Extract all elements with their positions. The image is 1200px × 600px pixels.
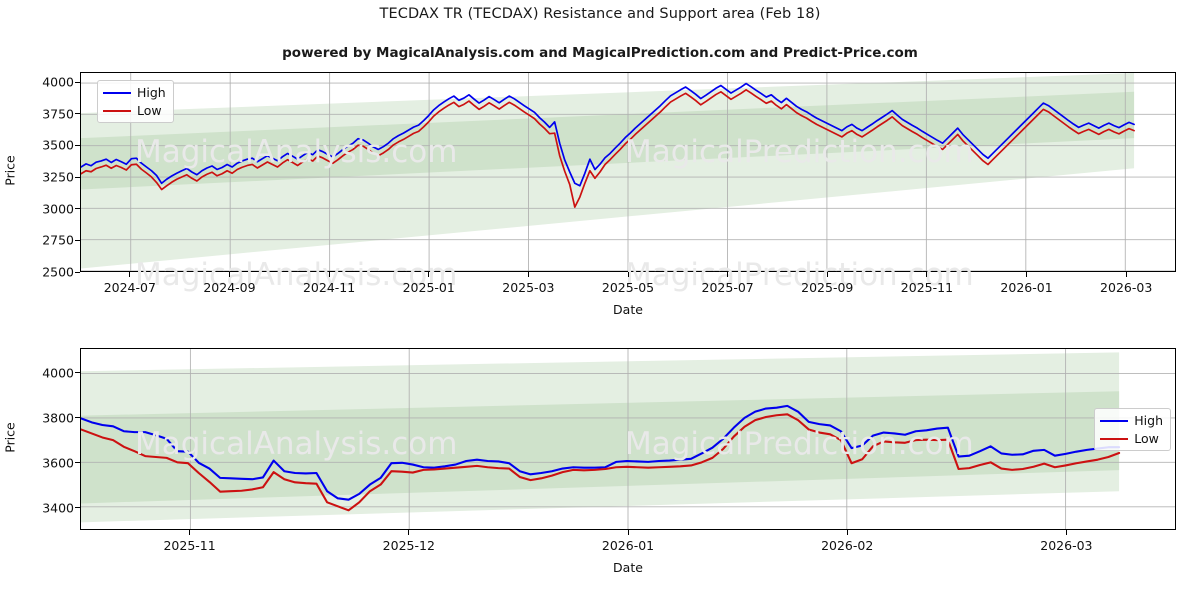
- y-tick-mark: [75, 81, 80, 83]
- x-tick-label: 2026-01: [601, 538, 655, 553]
- x-tick-label: 2026-03: [1100, 280, 1153, 295]
- y-tick: 3750: [6, 106, 74, 129]
- legend-label-low: Low: [137, 103, 162, 118]
- legend-swatch-low: [103, 109, 131, 112]
- x-tick-mark: [1125, 272, 1127, 277]
- zoom-plot-svg: [81, 349, 1175, 529]
- x-tick-label: 2025-03: [502, 280, 555, 295]
- x-tick-mark: [1026, 272, 1028, 277]
- x-tick-mark: [189, 530, 191, 535]
- zoom-plot-frame: [80, 348, 1176, 530]
- overview-x-axis-label: Date: [613, 302, 643, 317]
- zoom-x-axis-label: Date: [613, 560, 643, 575]
- page-subtitle: powered by MagicalAnalysis.com and Magic…: [282, 45, 918, 61]
- x-tick-label: 2025-09: [801, 280, 854, 295]
- legend-swatch-high: [103, 91, 131, 94]
- y-tick: 2750: [6, 233, 74, 255]
- overview-plot-frame: [80, 72, 1176, 272]
- y-tick: 4000: [6, 365, 74, 388]
- y-tick-label: 2500: [42, 264, 74, 280]
- y-tick-label: 3800: [42, 410, 74, 426]
- y-tick: 2500: [6, 265, 74, 287]
- y-tick-mark: [75, 208, 80, 210]
- x-tick-mark: [826, 272, 828, 277]
- x-tick-mark: [527, 272, 529, 277]
- x-tick-label: 2026-03: [1040, 538, 1093, 553]
- y-tick-label: 3750: [42, 106, 74, 122]
- x-tick-mark: [428, 272, 430, 277]
- y-tick-label: 3500: [42, 137, 74, 153]
- x-tick-label: 2026-02: [821, 538, 874, 553]
- y-tick-label: 3400: [42, 500, 74, 516]
- y-tick-mark: [75, 239, 80, 241]
- legend-entry-high: High: [1100, 413, 1163, 428]
- page-title: TECDAX TR (TECDAX) Resistance and Suppor…: [379, 6, 821, 22]
- y-tick-mark: [75, 271, 80, 273]
- y-tick-mark: [75, 507, 80, 509]
- x-tick-label: 2024-07: [103, 280, 156, 295]
- y-tick: 3000: [6, 201, 74, 224]
- y-tick: 3250: [6, 170, 74, 192]
- x-tick-mark: [727, 272, 729, 277]
- y-tick-mark: [75, 372, 80, 374]
- legend-entry-low: Low: [1100, 431, 1163, 446]
- y-tick: 3400: [6, 500, 74, 523]
- x-tick-label: 2025-11: [900, 280, 954, 295]
- x-tick-mark: [129, 272, 131, 277]
- x-tick-label: 2026-01: [1000, 280, 1053, 295]
- legend-label-high: High: [137, 85, 166, 100]
- x-tick-mark: [627, 530, 629, 535]
- y-tick-label: 4000: [42, 365, 74, 381]
- y-tick: 3600: [6, 455, 74, 478]
- x-tick-label: 2025-11: [163, 538, 216, 553]
- legend-label-low: Low: [1134, 431, 1159, 446]
- y-tick: 3800: [6, 410, 74, 433]
- x-tick-mark: [627, 272, 629, 277]
- x-tick-mark: [328, 272, 330, 277]
- y-tick-mark: [75, 462, 80, 464]
- legend-swatch-low: [1100, 437, 1129, 440]
- overview-legend[interactable]: High Low: [97, 80, 174, 123]
- x-tick-mark: [926, 272, 928, 277]
- y-tick-mark: [75, 144, 80, 146]
- y-tick-mark: [75, 113, 80, 115]
- x-tick-mark: [1065, 530, 1067, 535]
- x-tick-label: 2025-12: [382, 538, 435, 553]
- y-tick-mark: [75, 176, 80, 178]
- y-tick: 3500: [6, 138, 74, 160]
- x-tick-label: 2024-09: [203, 280, 256, 295]
- legend-swatch-high: [1100, 419, 1129, 422]
- y-tick-label: 4000: [42, 74, 74, 90]
- zoom-legend[interactable]: High Low: [1094, 408, 1171, 451]
- x-tick-mark: [846, 530, 848, 535]
- y-tick: 4000: [6, 75, 74, 97]
- y-tick-label: 3250: [42, 169, 74, 185]
- x-tick-mark: [228, 272, 230, 277]
- legend-entry-low: Low: [103, 103, 166, 118]
- zoom-chart-panel: MagicalAnalysis.com MagicalPrediction.com…: [42, 348, 1176, 553]
- legend-label-high: High: [1134, 413, 1163, 428]
- y-tick-label: 3600: [42, 455, 74, 471]
- x-tick-label: 2024-11: [302, 280, 356, 295]
- x-tick-mark: [408, 530, 410, 535]
- legend-entry-high: High: [103, 85, 166, 100]
- x-tick-label: 2025-07: [701, 280, 754, 295]
- overview-y-axis-label: Price: [2, 155, 18, 186]
- zoom-y-axis-label: Price: [2, 422, 18, 453]
- overview-chart-panel: MagicalAnalysis.com MagicalPrediction.com…: [42, 72, 1176, 295]
- overview-plot-svg: [81, 73, 1175, 271]
- x-tick-label: 2025-01: [402, 280, 455, 295]
- y-tick-mark: [75, 417, 80, 419]
- y-tick-label: 2750: [42, 232, 74, 248]
- x-tick-label: 2025-05: [601, 280, 655, 295]
- y-tick-label: 3000: [42, 201, 74, 217]
